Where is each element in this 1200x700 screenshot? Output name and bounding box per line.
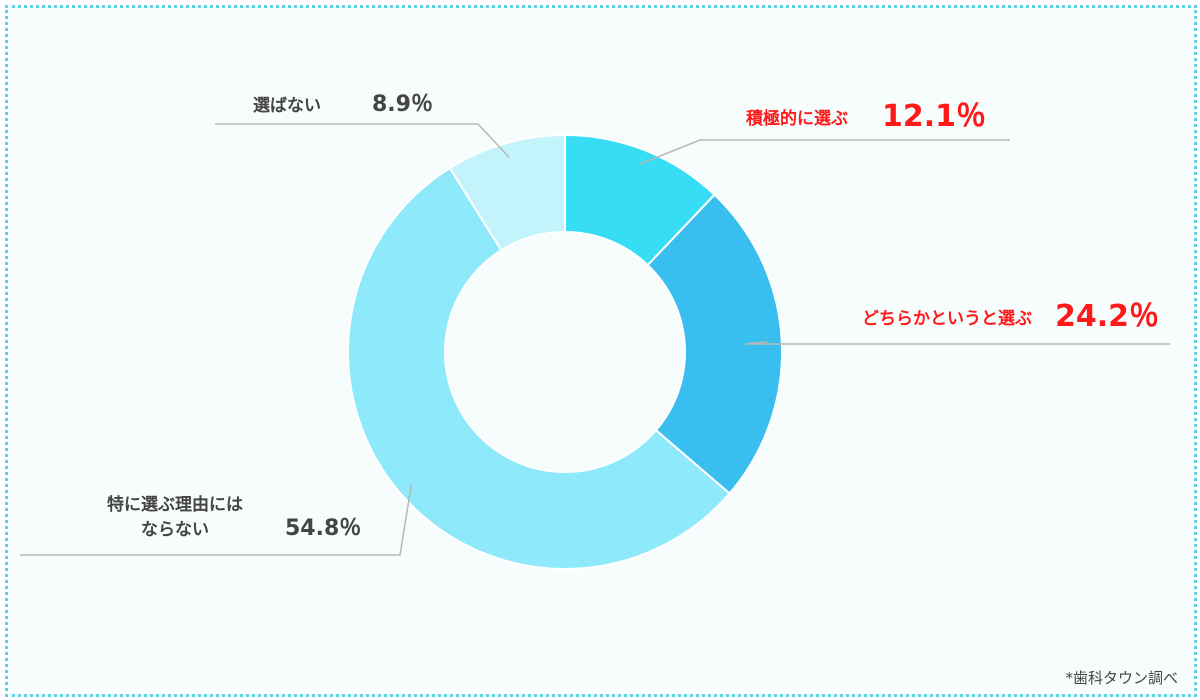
slice-value-label: 12.1％ bbox=[882, 99, 986, 134]
leader-line bbox=[744, 341, 1170, 345]
donut-slice bbox=[347, 166, 731, 570]
slice-label: 特に選ぶ理由には bbox=[107, 494, 243, 515]
leader-line bbox=[215, 123, 510, 158]
slice-label: 選ばない bbox=[253, 96, 321, 116]
source-note: *歯科タウン調べ bbox=[1065, 669, 1178, 687]
leader-line bbox=[20, 483, 413, 556]
slice-label: 積極的に選ぶ bbox=[746, 108, 848, 129]
donut-slice bbox=[646, 193, 783, 495]
slice-value-label: 24.2％ bbox=[1055, 299, 1159, 334]
slice-value-label: 54.8％ bbox=[285, 516, 361, 541]
chart-frame bbox=[5, 5, 1197, 697]
leader-line bbox=[639, 139, 1010, 165]
donut-slice bbox=[448, 133, 566, 252]
slice-value-label: 8.9％ bbox=[372, 92, 433, 117]
slice-label: ならない bbox=[141, 520, 209, 540]
slice-label: どちらかというと選ぶ bbox=[862, 309, 1032, 329]
